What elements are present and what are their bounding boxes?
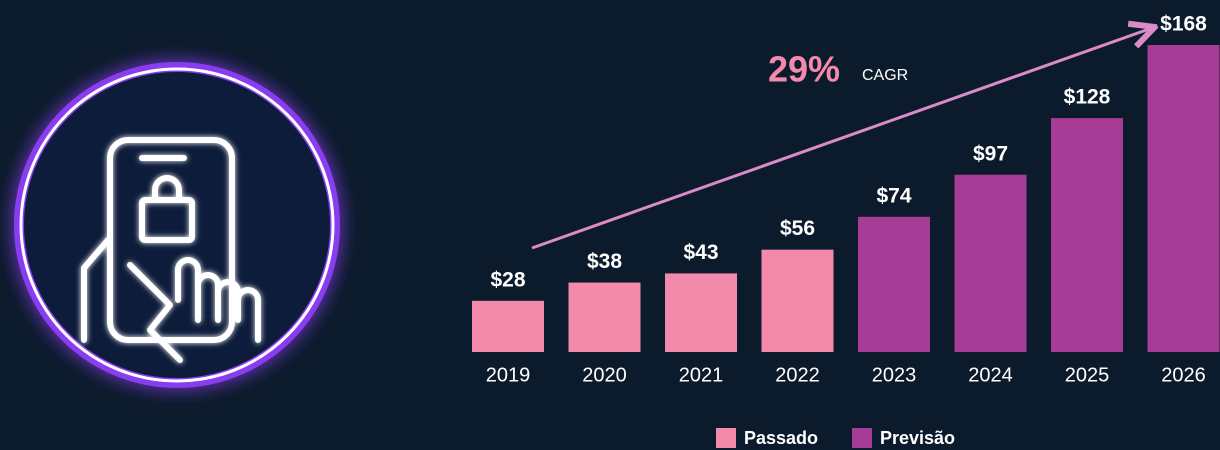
bar: [954, 174, 1027, 352]
value-label: $43: [683, 241, 718, 264]
value-label: $128: [1064, 86, 1111, 109]
legend-swatch: [716, 428, 736, 448]
x-tick-label: 2019: [486, 364, 531, 386]
bar: [1051, 118, 1123, 352]
bar: [568, 282, 641, 352]
bar: [472, 300, 544, 352]
value-label: $168: [1160, 13, 1207, 36]
cagr-arrow: [531, 28, 1152, 250]
annotation: CAGR: [862, 67, 908, 84]
value-label: $74: [876, 184, 911, 207]
bar: [761, 249, 834, 352]
x-tick-label: 2022: [775, 364, 820, 386]
legend-label: Previsão: [880, 428, 955, 448]
value-label: $38: [587, 250, 622, 273]
value-label: $56: [780, 217, 815, 240]
legend-swatch: [852, 428, 872, 448]
bar: [1147, 45, 1220, 352]
x-tick-label: 2026: [1161, 364, 1206, 386]
x-tick-label: 2023: [872, 364, 917, 386]
icon: [14, 62, 340, 388]
legend-label: Passado: [744, 428, 818, 448]
value-label: $97: [973, 142, 1008, 165]
x-tick-label: 2021: [679, 364, 724, 386]
bar: [665, 273, 737, 352]
x-tick-label: 2025: [1065, 364, 1110, 386]
x-tick-label: 2024: [968, 364, 1013, 386]
bar: [858, 216, 930, 352]
x-tick-label: 2020: [582, 364, 627, 386]
annotation: 29%: [768, 49, 840, 90]
value-label: $28: [490, 268, 525, 291]
